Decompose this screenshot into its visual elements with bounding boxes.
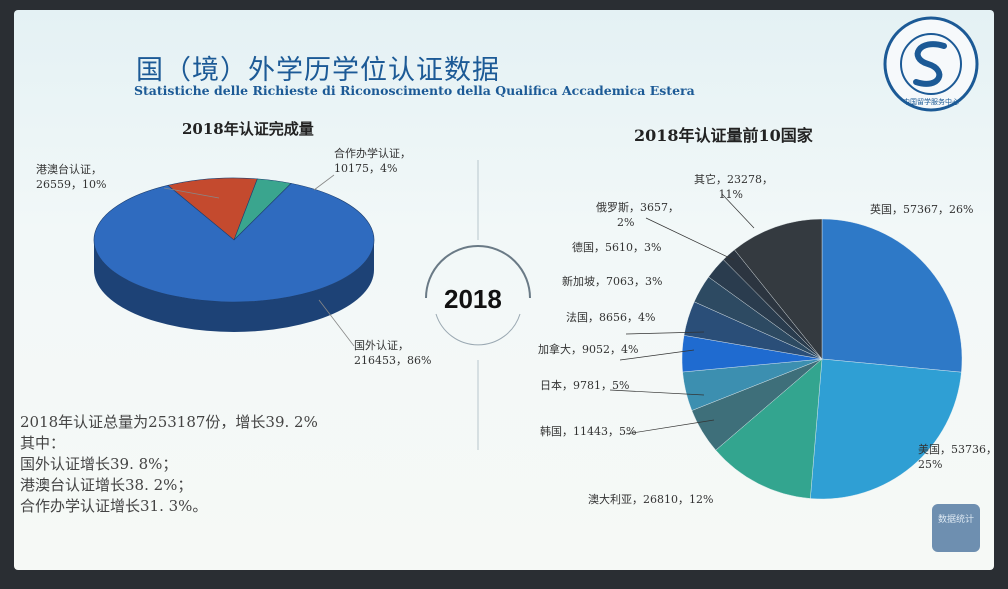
left-label-hmt: 港澳台认证， 26559，10% [36, 163, 107, 191]
data-stats-button[interactable]: 数据统计 [932, 504, 980, 552]
right-label-uk: 英国，57367，26% [870, 203, 974, 216]
charts-canvas: 中国留学服务中心 [93, 16, 979, 500]
center-arc-lower [435, 313, 521, 346]
right-label-kr: 韩国，11443，5% [540, 425, 637, 438]
stats-line: 港澳台认证增长38. 2%； [20, 476, 193, 494]
slide: 国（境）外学历学位认证数据 Statistiche delle Richiest… [14, 10, 994, 570]
left-label-joint: 合作办学认证， 10175，4% [334, 147, 411, 175]
center-arc [425, 245, 531, 299]
right-pie-slice-0 [821, 218, 963, 373]
right-label-jp: 日本，9781，5% [540, 379, 630, 392]
page-subtitle: Statistiche delle Richieste di Riconosci… [134, 83, 695, 98]
leader-line [625, 331, 705, 335]
right-label-us: 美国，53736，25% [918, 443, 994, 471]
leader-line [163, 187, 220, 199]
left-value-hmt: 26559 [36, 178, 71, 191]
stats-line: 其中： [20, 434, 66, 452]
leader-line [619, 349, 695, 361]
stats-line: 国外认证增长39. 8%； [20, 455, 178, 473]
leader-line [645, 217, 735, 261]
right-pie-slice-1 [810, 358, 962, 500]
right-label-other: 其它，23278， 11% [694, 173, 773, 201]
left-pie-side [94, 240, 374, 332]
right-label-sg: 新加坡，7063，3% [562, 275, 663, 288]
leader-line [721, 193, 755, 229]
logo-inner-ring [900, 33, 962, 95]
leader-line [609, 389, 705, 396]
logo-text: 中国留学服务中心 [903, 97, 959, 106]
page-title: 国（境）外学历学位认证数据 [136, 55, 500, 86]
left-pie-slice-hmt [167, 177, 258, 241]
right-label-ca: 加拿大，9052，4% [538, 343, 639, 356]
right-label-ru: 俄罗斯，3657， 2% [596, 201, 679, 229]
stats-line: 合作办学认证增长31. 3%。 [20, 497, 208, 515]
left-label-foreign: 国外认证， 216453，86% [354, 339, 432, 367]
stats-line: 2018年认证总量为253187份，增长39. 2% [20, 413, 318, 431]
right-chart-title: 2018年认证量前10国家 [634, 126, 813, 145]
left-value-joint: 10175 [334, 162, 369, 175]
right-pie-slice-2 [715, 358, 823, 499]
leader-line [313, 174, 335, 191]
left-chart-title: 2018年认证完成量 [182, 120, 314, 138]
stats-block: 2018年认证总量为253187份，增长39. 2% 其中： 国外认证增长39.… [20, 412, 318, 517]
right-label-de: 德国，5610，3% [572, 241, 662, 254]
leader-line [625, 419, 715, 435]
leader-line [318, 299, 355, 347]
logo-s-icon [913, 41, 947, 87]
right-pie-slice-10 [734, 218, 823, 360]
left-value-foreign: 216453 [354, 354, 396, 367]
right-label-au: 澳大利亚，26810，12% [588, 493, 714, 506]
left-pie-slice-foreign [93, 183, 375, 303]
right-label-fr: 法国，8656，4% [566, 311, 656, 324]
center-year: 2018 [444, 284, 502, 314]
